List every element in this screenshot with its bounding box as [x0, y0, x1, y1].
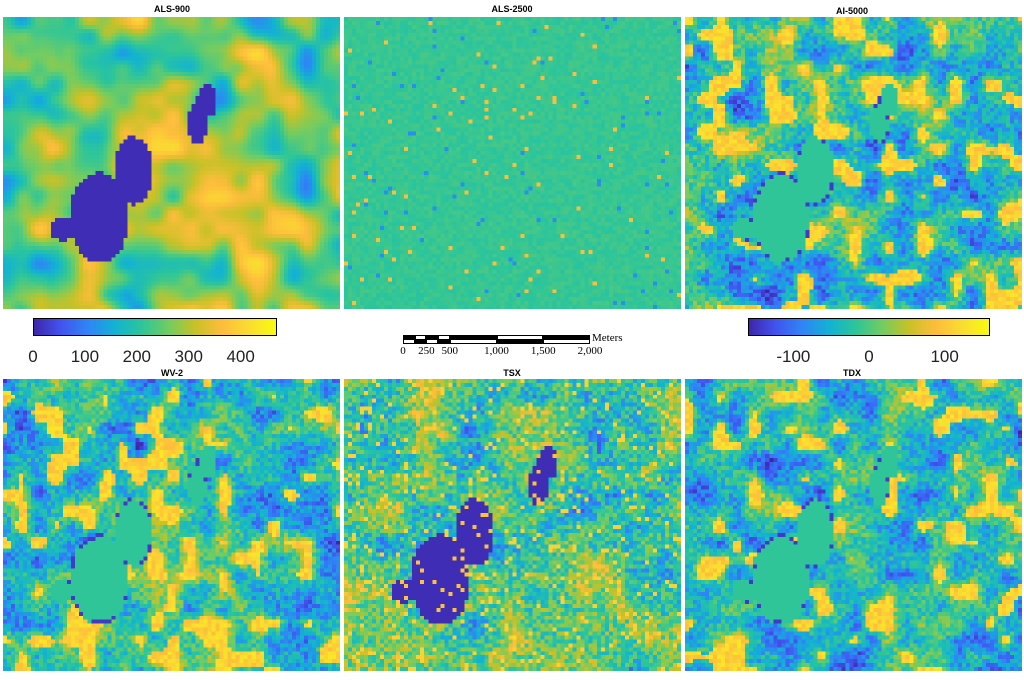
scale-bar-segment [496, 339, 544, 344]
colorbar-left-tick-label: 300 [174, 347, 203, 366]
scale-bar-segment [543, 339, 590, 344]
scale-bar-unit: Meters [592, 332, 623, 344]
map-panel-tsx [344, 379, 681, 671]
panel-title-ai5000: AI-5000 [835, 6, 869, 16]
panel-title-tsx: TSX [503, 368, 521, 378]
scale-bar-label: 250 [418, 345, 435, 357]
colorbar-left-tick-label: 200 [122, 347, 152, 366]
scale-bar-label: 1,000 [484, 345, 509, 357]
scale-bar-label: 0 [400, 345, 406, 357]
colorbar-left-tick-label: 100 [70, 347, 100, 366]
scale-bar-segment [438, 339, 450, 344]
panel-title-wv2: WV-2 [160, 368, 183, 378]
scale-bar-label: 2,000 [577, 345, 603, 357]
colorbar-left [33, 318, 277, 336]
scale-bar-segment [426, 339, 439, 344]
scale-bar-segment [449, 339, 497, 344]
panel-title-als900: ALS-900 [153, 4, 190, 14]
map-panel-als2500 [344, 17, 681, 309]
panel-title-als2500: ALS-2500 [491, 4, 533, 14]
scale-bar-segment [403, 339, 415, 344]
colorbar-right [748, 318, 990, 336]
colorbar-left-tick-label: 400 [226, 347, 255, 366]
colorbar-right-tick-label: 0 [864, 347, 874, 366]
scale-bar-segment [414, 339, 427, 344]
scale-bar-label: 500 [441, 345, 459, 357]
panel-title-tdx: TDX [843, 368, 861, 378]
colorbar-left-tick-label: 0 [28, 347, 38, 366]
colorbar-right-tick-label: 100 [930, 347, 959, 366]
map-panel-als900 [3, 17, 340, 309]
scale-bar-label: 1,500 [530, 345, 556, 357]
map-panel-tdx [685, 379, 1022, 671]
map-panel-wv2 [3, 379, 340, 671]
colorbar-right-tick-label: -100 [776, 347, 811, 366]
map-panel-ai5000 [685, 17, 1022, 309]
